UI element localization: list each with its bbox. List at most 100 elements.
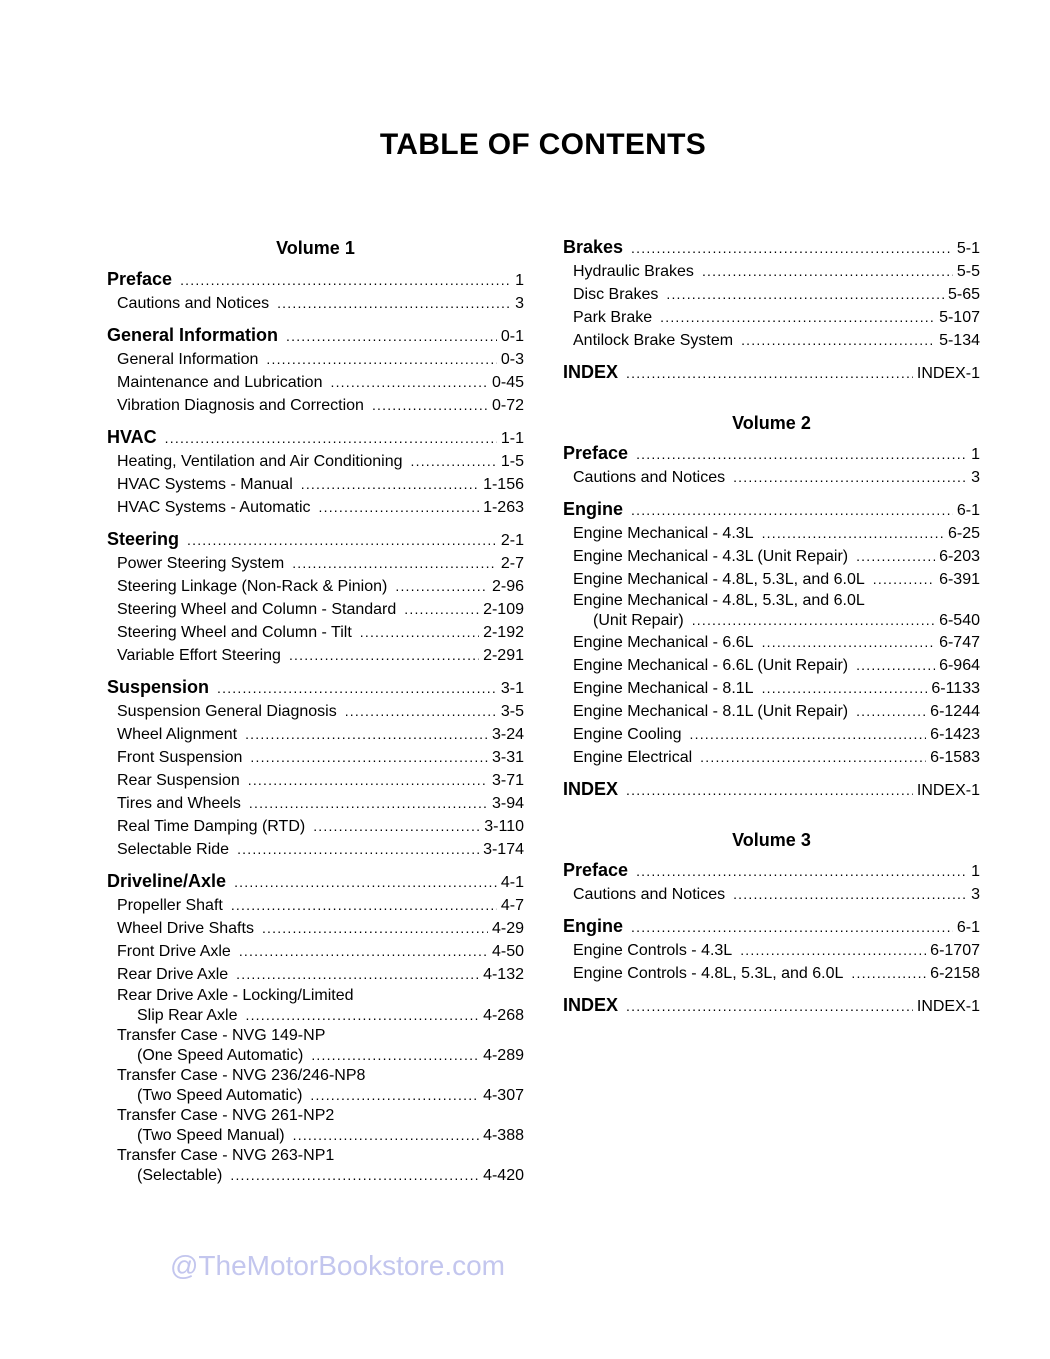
toc-section-heading: Preface 1 (563, 442, 980, 466)
page-title: TABLE OF CONTENTS (379, 128, 707, 161)
page-number: 5-134 (939, 332, 980, 349)
dot-leader (187, 529, 497, 551)
page-number: 2-7 (500, 555, 524, 572)
toc-entry: (One Speed Automatic) 4-289 (107, 1045, 524, 1066)
dot-leader (404, 598, 479, 620)
toc-entry: Transfer Case - NVG 236/246-NP8 (Two Spee… (107, 1066, 524, 1106)
toc-entry: Engine Cooling 6-1423 (563, 723, 980, 746)
page-number: 6-203 (939, 548, 980, 565)
dot-leader (856, 654, 935, 676)
entry-title: Cautions and Notices (573, 886, 726, 903)
dot-leader (292, 552, 497, 574)
page-number: 4-388 (483, 1127, 524, 1144)
toc-entry: Steering Wheel and Column - Tilt 2-192 (107, 621, 524, 644)
page-number: 6-540 (939, 612, 980, 629)
page-number: 6-1 (956, 502, 980, 519)
toc-section-heading: Steering 2-1 (107, 528, 524, 552)
dot-leader (330, 371, 487, 393)
toc-entry: Steering Linkage (Non-Rack & Pinion) 2-96 (107, 575, 524, 598)
dot-leader (311, 1045, 479, 1066)
entry-title: Cautions and Notices (117, 295, 270, 312)
toc-entry: Transfer Case - NVG 261-NP2 (Two Speed Ma… (107, 1106, 524, 1146)
dot-leader (319, 496, 480, 518)
entry-title-line: Engine Mechanical - 4.8L, 5.3L, and 6.0L (573, 592, 865, 609)
toc-entry: Suspension General Diagnosis 3-5 (107, 700, 524, 723)
dot-leader (856, 700, 926, 722)
toc-entry: Engine Controls - 4.3L 6-1707 (563, 939, 980, 962)
entry-title: Brakes (563, 237, 624, 257)
dot-leader (762, 677, 928, 699)
toc-section: Preface 1 Cautions and Notices 3 (563, 442, 980, 489)
entry-title: Engine Mechanical - 6.6L (Unit Repair) (573, 657, 849, 674)
page-number: 6-2158 (930, 965, 980, 982)
dot-leader (690, 723, 927, 745)
toc-entry: Wheel Drive Shafts 4-29 (107, 917, 524, 940)
toc-entry: Steering Wheel and Column - Standard 2-10… (107, 598, 524, 621)
entry-title: Tires and Wheels (117, 795, 241, 812)
volume-heading: Volume 3 (732, 830, 811, 850)
page-number: 0-45 (491, 374, 524, 391)
page-number: 4-132 (483, 966, 524, 983)
dot-leader (626, 995, 913, 1017)
page-number: 1 (515, 272, 524, 289)
toc-entry: Cautions and Notices 3 (107, 292, 524, 315)
entry-title: (Unit Repair) (593, 612, 684, 629)
entry-title: HVAC Systems - Manual (117, 476, 293, 493)
dot-leader (289, 644, 479, 666)
entry-title: Engine (563, 499, 624, 519)
page-number: 6-25 (947, 525, 980, 542)
toc-section-heading: Brakes 5-1 (563, 236, 980, 260)
page-number: 3 (971, 886, 980, 903)
page-number: 2-1 (500, 532, 524, 549)
entry-title: Disc Brakes (573, 286, 659, 303)
page-number: 4-1 (500, 874, 524, 891)
page-number: 0-1 (500, 328, 524, 345)
toc-entry: Slip Rear Axle 4-268 (107, 1005, 524, 1026)
toc-entry: Front Drive Axle 4-50 (107, 940, 524, 963)
entry-title: Engine Controls - 4.8L, 5.3L, and 6.0L (573, 965, 844, 982)
dot-leader (395, 575, 488, 597)
dot-leader (239, 940, 488, 962)
page-number: 3 (971, 469, 980, 486)
dot-leader (250, 746, 488, 768)
dot-leader (249, 792, 488, 814)
dot-leader (700, 746, 926, 768)
page-number: 3-71 (491, 772, 524, 789)
entry-title: Suspension (107, 677, 210, 697)
dot-leader (293, 1125, 479, 1146)
dot-leader (180, 269, 511, 291)
dot-leader (165, 427, 497, 449)
page-number: 1 (971, 863, 980, 880)
dot-leader (636, 443, 967, 465)
page-number: 6-391 (939, 571, 980, 588)
dot-leader (236, 963, 479, 985)
entry-title: (Two Speed Automatic) (137, 1087, 303, 1104)
volume-heading: Volume 1 (276, 238, 355, 258)
toc-entry: Hydraulic Brakes 5-5 (563, 260, 980, 283)
volume-heading: Volume 2 (732, 413, 811, 433)
dot-leader (246, 1005, 480, 1026)
entry-title: Steering Wheel and Column - Tilt (117, 624, 352, 641)
page-number: 6-1707 (930, 942, 980, 959)
toc-entry: Rear Drive Axle 4-132 (107, 963, 524, 986)
toc-entry: (Selectable) 4-420 (107, 1165, 524, 1186)
page-number: 6-1244 (930, 703, 980, 720)
toc-section-heading: Engine 6-1 (563, 498, 980, 522)
toc-entry: (Two Speed Automatic) 4-307 (107, 1085, 524, 1106)
dot-leader (856, 545, 935, 567)
toc-section-heading: INDEX INDEX-1 (563, 361, 980, 385)
toc-entry: Cautions and Notices 3 (563, 466, 980, 489)
toc-entry: (Unit Repair) 6-540 (563, 610, 980, 631)
toc-column-right: Brakes 5-1 Hydraulic Brakes 5-5 Disc Brakes 5… (563, 236, 980, 1027)
entry-title: (One Speed Automatic) (137, 1047, 304, 1064)
entry-title-line: Transfer Case - NVG 263-NP1 (117, 1147, 335, 1164)
entry-title: Preface (107, 269, 173, 289)
dot-leader (248, 769, 488, 791)
page-number: 5-65 (947, 286, 980, 303)
dot-leader (217, 677, 497, 699)
toc-section: INDEX INDEX-1 (563, 994, 980, 1018)
page-number: 3-94 (491, 795, 524, 812)
toc-entry: Power Steering System 2-7 (107, 552, 524, 575)
